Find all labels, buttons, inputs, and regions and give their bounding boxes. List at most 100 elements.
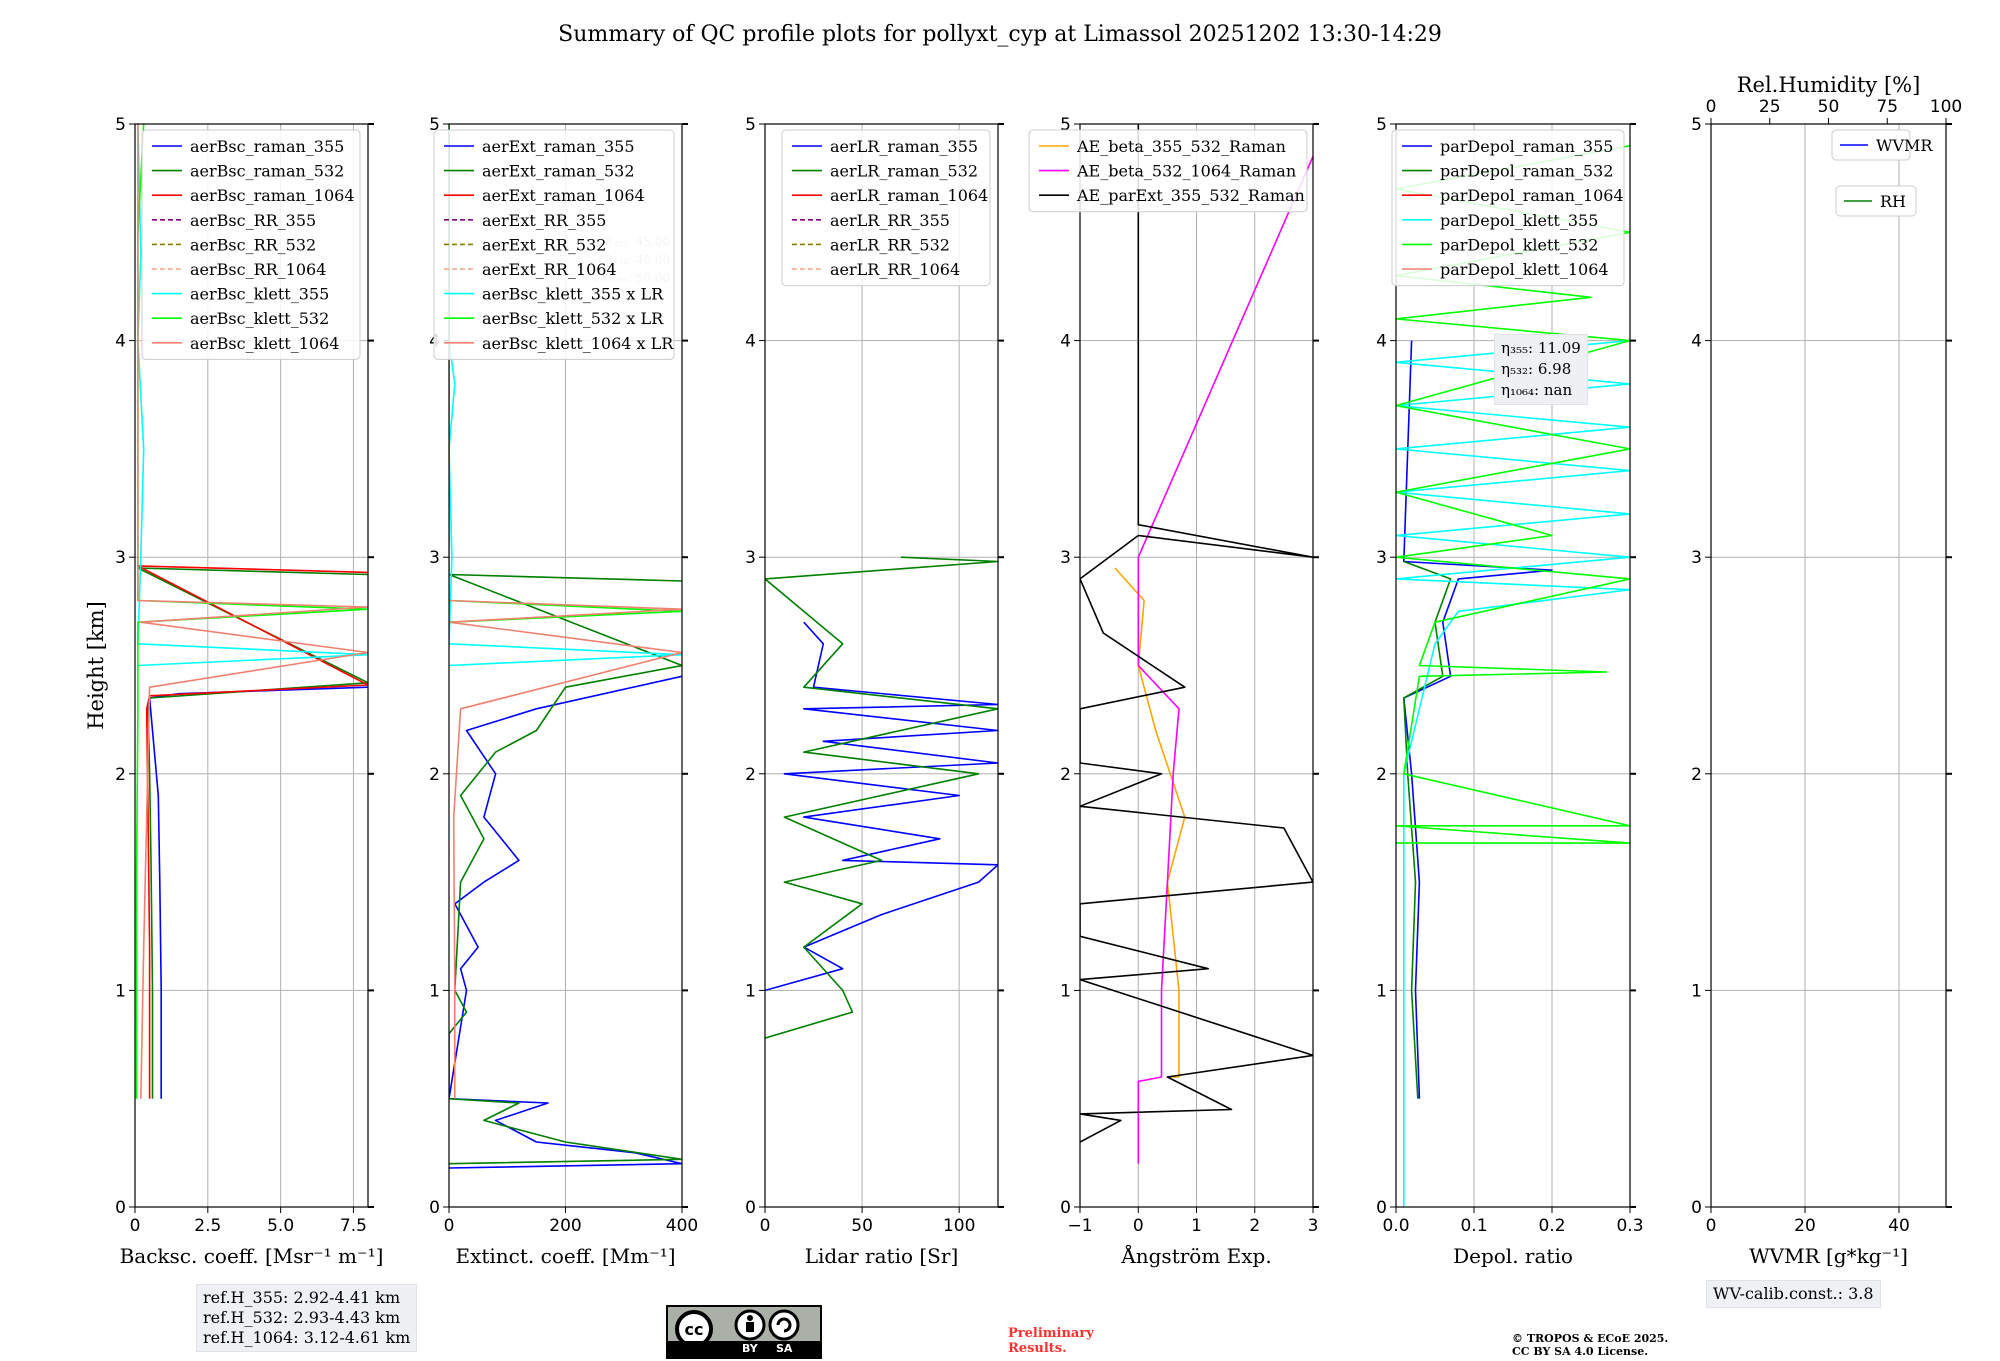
- legend-label: aerLR_RR_1064: [830, 260, 960, 279]
- panel-depolarization: 0.0 0.1 0.2 0.3 0 1 2 3 4 5 Depol. ratio parDepol_r…: [1376, 115, 1643, 1268]
- legend-label: aerLR_RR_532: [830, 235, 950, 254]
- y-tick-label: 2: [1376, 765, 1387, 785]
- legend-label: aerExt_RR_355: [482, 211, 606, 230]
- series-line-AE_beta_355_532_Raman: [1114, 567, 1186, 1078]
- y-tick-label: 5: [429, 115, 440, 135]
- legend-label: aerBsc_raman_532: [190, 162, 344, 181]
- axes-frame: [764, 123, 999, 1208]
- x-tick-label: 7.5: [340, 1216, 367, 1236]
- legend-label: parDepol_klett_355: [1440, 211, 1598, 230]
- x-tick-label: 2: [1249, 1216, 1260, 1236]
- legend-label: aerExt_raman_1064: [482, 186, 645, 205]
- y-tick-label: 4: [745, 332, 756, 352]
- legend-label: parDepol_raman_532: [1440, 162, 1613, 181]
- y-tick-label: 0: [745, 1198, 756, 1218]
- series-line-parDepol_klett_355: [1396, 339, 1630, 1207]
- figure-title: Summary of QC profile plots for pollyxt_…: [558, 22, 1442, 47]
- y-tick-label: 5: [1691, 115, 1702, 135]
- x-tick-label: 0.0: [1382, 1216, 1409, 1236]
- legend-label: aerExt_RR_532: [482, 235, 606, 254]
- y-tick-label: 0: [115, 1198, 126, 1218]
- preliminary-line-1: Preliminary: [1008, 1326, 1094, 1341]
- legend-box: [781, 129, 991, 287]
- legend-label: AE_beta_355_532_Raman: [1076, 137, 1286, 156]
- legend-label: RH: [1880, 192, 1906, 211]
- y-tick-label: 5: [745, 115, 756, 135]
- legend-label: aerExt_RR_1064: [482, 260, 617, 279]
- legend-label: AE_parExt_355_532_Raman: [1076, 186, 1305, 205]
- series-line-aerBsc_raman_1064: [137, 565, 368, 1099]
- x-tick-label: 0: [1706, 1216, 1717, 1236]
- y-tick-label: 5: [1060, 115, 1071, 135]
- y-tick-label: 3: [1691, 548, 1702, 568]
- y-tick-label: 1: [1376, 981, 1387, 1001]
- axes-frame: [1395, 123, 1631, 1208]
- copyright-line-1: © TROPOS & ECoE 2025.: [1512, 1332, 1669, 1345]
- copyright-line-2: CC BY SA 4.0 License.: [1512, 1345, 1649, 1358]
- legend-label: aerBsc_klett_1064 x LR: [482, 334, 674, 353]
- legend-label: aerBsc_RR_532: [190, 235, 316, 254]
- y-tick-label: 0: [1376, 1198, 1387, 1218]
- legend-label: AE_beta_532_1064_Raman: [1076, 162, 1296, 181]
- x-axis-label: Ångström Exp.: [1120, 1243, 1271, 1268]
- legend-label: parDepol_raman_1064: [1440, 186, 1624, 205]
- y-tick-label: 5: [1376, 115, 1387, 135]
- panel-backscatter: 0 2.5 5.0 7.5 0 1 2 3 4 5 Backsc. coeff. [Msr⁻¹ m⁻…: [84, 115, 383, 1268]
- series-line-parDepol_raman_532: [1403, 560, 1452, 1099]
- legend-label: aerBsc_klett_532 x LR: [482, 309, 664, 328]
- eta-532: η₅₃₂: 6.98: [1501, 360, 1572, 378]
- panel-water_vapor: 0 20 40 0 1 2 3 4 5 WVMR [g*kg⁻¹] 0 25 50 75 100 Rel.Hu…: [1691, 73, 1962, 1268]
- y-tick-label: 3: [429, 548, 440, 568]
- x-axis-label: Depol. ratio: [1453, 1244, 1573, 1268]
- legend-label: aerExt_raman_532: [482, 162, 635, 181]
- legend-label: aerBsc_raman_1064: [190, 186, 355, 205]
- ref-height-box: ref.H_355: 2.92-4.41 km ref.H_532: 2.93-…: [196, 1284, 418, 1352]
- x-axis-label: Lidar ratio [Sr]: [805, 1244, 959, 1268]
- preliminary-line-2: Results.: [1008, 1341, 1067, 1356]
- legend-label: aerBsc_RR_1064: [190, 260, 326, 279]
- legend-label: aerBsc_klett_355 x LR: [482, 285, 664, 304]
- y-tick-label: 5: [115, 115, 126, 135]
- y-tick-label: 4: [1691, 332, 1702, 352]
- axes-frame: [134, 123, 369, 1208]
- series-line-aerBsc_klett_355: [137, 124, 368, 667]
- x-tick-label: 50: [851, 1216, 873, 1236]
- y-tick-label: 1: [115, 981, 126, 1001]
- legend-box: [1028, 129, 1308, 213]
- svg-text:cc: cc: [685, 1320, 704, 1339]
- legend-label: parDepol_klett_1064: [1440, 260, 1609, 279]
- legend-label: WVMR: [1876, 136, 1933, 155]
- cc-license-badge[interactable]: cc BY SA: [666, 1305, 822, 1359]
- y-tick-label: 4: [1376, 332, 1387, 352]
- x-tick-label: 5.0: [267, 1216, 294, 1236]
- x-tick-label: 20: [1794, 1216, 1816, 1236]
- x-tick-label: 40: [1888, 1216, 1910, 1236]
- y-tick-label: 2: [745, 765, 756, 785]
- panel-lidar_ratio: 0 50 100 0 1 2 3 4 5 Lidar ratio [Sr] aerLR_raman_…: [745, 115, 1004, 1268]
- legend-box: [433, 129, 675, 360]
- legend-box: [1391, 129, 1625, 287]
- top-x-tick-label: 50: [1818, 97, 1840, 117]
- top-x-tick-label: 75: [1876, 97, 1898, 117]
- x-tick-label: −1: [1067, 1216, 1092, 1236]
- y-tick-label: 1: [1691, 981, 1702, 1001]
- legend-label: aerLR_raman_1064: [830, 186, 988, 205]
- legend-label: aerBsc_klett_532: [190, 309, 329, 328]
- y-tick-label: 4: [1060, 332, 1071, 352]
- x-tick-label: 3: [1308, 1216, 1319, 1236]
- series-line-aerBsc_raman_355: [148, 686, 368, 1099]
- x-tick-label: 0: [130, 1216, 141, 1236]
- y-tick-label: 2: [1060, 765, 1071, 785]
- top-x-tick-label: 100: [1930, 97, 1962, 117]
- cc-logo-icon: cc: [668, 1309, 820, 1357]
- x-axis-label: Extinct. coeff. [Mm⁻¹]: [455, 1244, 675, 1268]
- series-line-parDepol_klett_532: [1396, 144, 1630, 844]
- cc-by-label: BY: [742, 1342, 758, 1355]
- legend-label: aerBsc_raman_355: [190, 137, 344, 156]
- legend-label: aerBsc_klett_355: [190, 285, 329, 304]
- x-tick-label: 400: [666, 1216, 698, 1236]
- axes-frame: [1710, 123, 1947, 1208]
- series-line-aerLR_raman_532: [765, 556, 998, 1039]
- x-axis-label: WVMR [g*kg⁻¹]: [1749, 1244, 1908, 1268]
